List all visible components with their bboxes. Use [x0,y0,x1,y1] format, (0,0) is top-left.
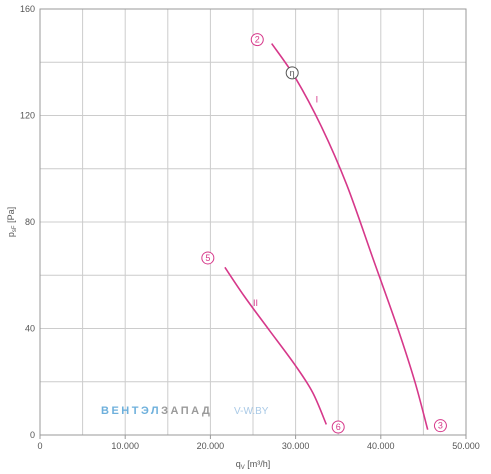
y-tick-label: 0 [30,430,35,440]
watermark: ВЕНТЭЛЗАПАД V-W.BY [101,405,269,417]
y-axis-label: psF [Pa] [6,207,18,237]
y-tick-label: 160 [20,4,35,14]
x-tick-label: 50.000 [452,441,480,451]
watermark-url: V-W.BY [234,406,269,417]
marker-label: 5 [205,253,210,263]
watermark-brand-part2: ЗАПАД [161,405,212,417]
y-tick-label: 80 [25,217,35,227]
efficiency-marker [285,66,299,80]
watermark-brand: ВЕНТЭЛЗАПАД [101,405,212,417]
x-tick-label: 0 [37,441,42,451]
x-axis-label: qV [m³/h] [236,459,271,471]
y-tick-label: 40 [25,324,35,334]
point-marker-5 [201,251,215,265]
x-tick-labels: 0 10.000 20.000 30.000 40.000 50.000 [37,435,480,451]
marker-label: 6 [336,422,341,432]
y-tick-labels: 0 40 80 120 160 [20,4,35,440]
watermark-brand-part1: ВЕНТЭЛ [101,405,161,417]
series-labels: III [253,95,318,309]
marker-label: 3 [438,421,443,431]
curve-markers: 2 η 3 5 6 [201,33,447,434]
grid [40,9,466,435]
axes [39,8,467,436]
marker-label: η [290,68,295,78]
point-marker-6 [331,420,345,434]
y-tick-label: 120 [20,111,35,121]
series-label-2: II [253,298,258,308]
x-tick-label: 30.000 [282,441,310,451]
plot-frame [39,8,467,436]
point-marker-2 [250,33,264,47]
series-curve-1 [271,43,429,430]
series-curve-2 [224,266,328,425]
x-tick-label: 20.000 [197,441,225,451]
x-tick-label: 40.000 [367,441,395,451]
series [224,43,429,430]
series-label-1: I [316,95,319,105]
x-tick-label: 10.000 [111,441,139,451]
marker-label: 2 [255,35,260,45]
point-marker-3 [433,419,447,433]
